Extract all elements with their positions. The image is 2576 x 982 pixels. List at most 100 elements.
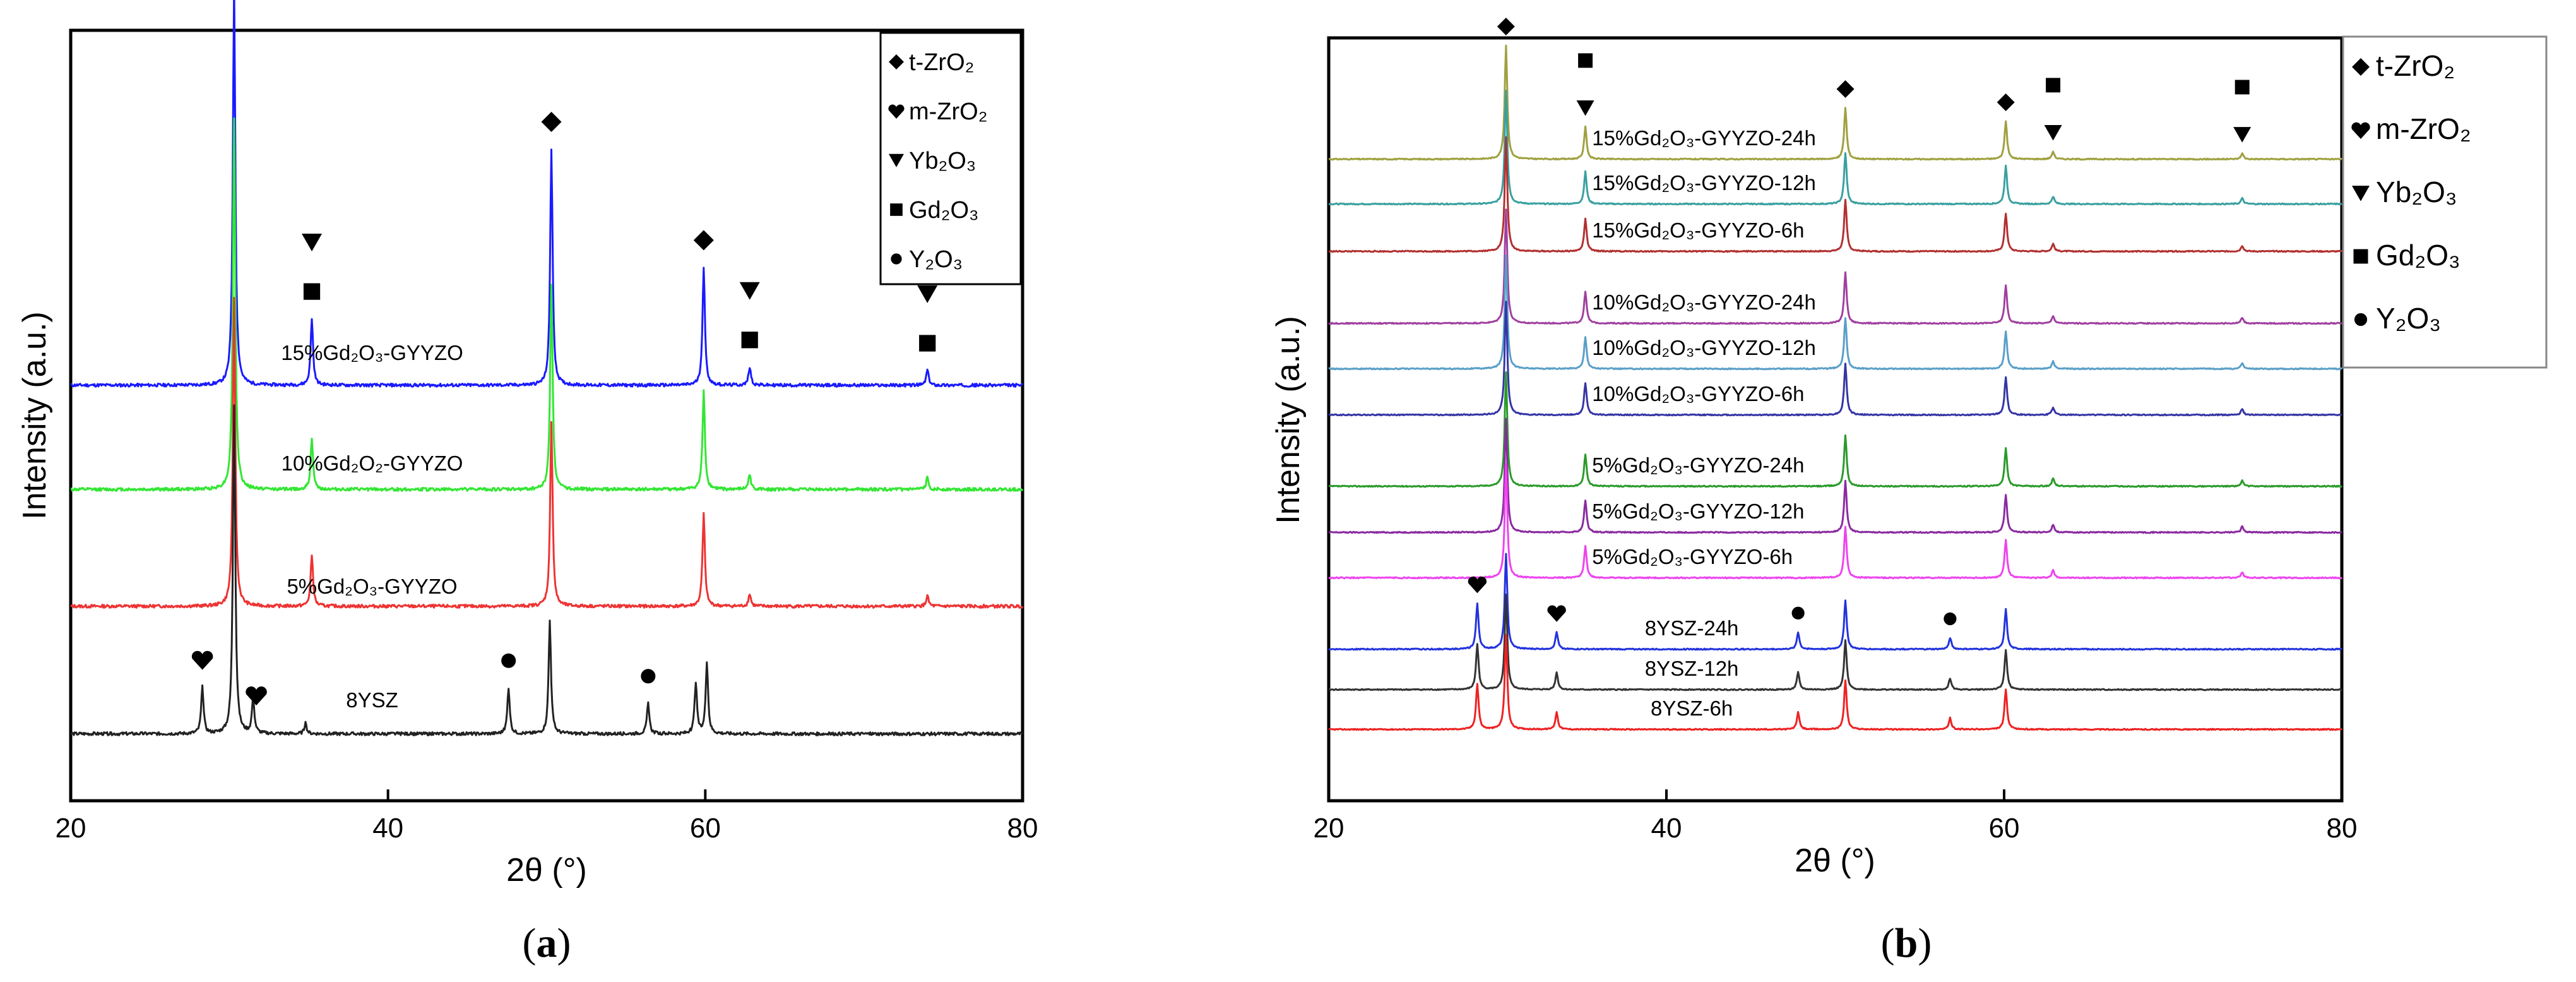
panel-b-peak-marker-triangle — [2233, 127, 2252, 143]
panel-b-series-trace — [1328, 301, 2342, 417]
panel-a-legend-entry: m-ZrO₂ — [909, 99, 987, 125]
panel-b-peak-marker-circle — [1944, 612, 1957, 625]
panel-b-legend-entry: t-ZrO₂ — [2376, 49, 2455, 82]
panel-a-peak-marker-square — [741, 332, 758, 349]
panel-b-legend-entry: m-ZrO₂ — [2376, 112, 2471, 145]
panel-b-peak-marker-heart — [1468, 577, 1487, 594]
panel-a-legend-marker-circle — [891, 253, 902, 265]
panel-b-series-labels: 15%Gd₂O₃-GYYZO-24h 15%Gd₂O₃-GYYZO-12h 15%G… — [1592, 126, 1816, 720]
panel-a-peak-marker-diamond — [541, 112, 562, 133]
panel-b-annotations — [1468, 17, 2252, 625]
panel-b-series-trace — [1328, 464, 2342, 580]
panel-a-peak-marker-triangle — [917, 285, 938, 303]
panel-b-peak-marker-triangle — [1576, 100, 1594, 116]
panel-a-legend: t-ZrO₂ m-ZrO₂ Yb₂O₃ Gd₂O₃ Y₂O₃ — [879, 32, 1022, 285]
panel-b-series-label: 8YSZ-12h — [1645, 657, 1739, 680]
panel-b-x-axis: 20 40 60 80 — [1314, 789, 2358, 844]
panel-b-peak-marker-square — [2046, 78, 2061, 93]
panel-a-x-tick-label: 80 — [1007, 813, 1038, 844]
panel-b-plot-frame — [1327, 36, 2344, 803]
panel-b-peak-marker-diamond — [1836, 80, 1855, 98]
panel-b-x-tick-label: 40 — [1651, 813, 1682, 844]
panel-a-annotations — [191, 112, 938, 705]
panel-a-peak-marker-triangle — [302, 234, 323, 252]
panel-b-peak-marker-square — [1578, 53, 1593, 68]
panel-a-legend-entry: Yb₂O₃ — [909, 148, 976, 174]
panel-a-series-label: 5%Gd₂O₃-GYYZO — [287, 575, 457, 598]
panel-a-series-group — [69, 0, 1024, 736]
panel-a-legend-marker-heart — [888, 104, 905, 119]
panel-b-caption-letter: b — [1895, 920, 1918, 966]
panel-a-plot-frame — [69, 28, 1024, 803]
panel-a-peak-marker-diamond — [693, 230, 714, 251]
panel-a-caption-letter: a — [537, 920, 557, 966]
panel-b-legend-marker-heart — [2351, 122, 2370, 139]
panel-b-legend-entry: Yb₂O₃ — [2376, 176, 2457, 208]
panel-b-series-label: 10%Gd₂O₃-GYYZO-24h — [1592, 290, 1816, 314]
panel-b-peak-marker-square — [2235, 80, 2250, 95]
panel-b-series-label: 15%Gd₂O₃-GYYZO-12h — [1592, 171, 1816, 195]
panel-b-series-label: 5%Gd₂O₃-GYYZO-24h — [1592, 453, 1804, 477]
panel-b-legend-box — [2342, 35, 2548, 369]
panel-a-peak-marker-square — [303, 283, 321, 300]
panel-b-series-label: 5%Gd₂O₃-GYYZO-12h — [1592, 500, 1804, 523]
panel-a-peak-marker-triangle — [739, 282, 760, 300]
panel-b-series-trace — [1328, 633, 2343, 731]
panel-a-legend-marker-triangle — [889, 153, 904, 167]
panel-a-legend-entry: Y₂O₃ — [909, 246, 963, 273]
panel-a-peak-marker-heart — [191, 650, 213, 670]
panel-b-legend-entry: Gd₂O₃ — [2376, 239, 2460, 272]
panel-b-x-axis-label: 2θ (°) — [1795, 842, 1875, 879]
panel-a-series-trace — [70, 117, 1024, 492]
panel-b-peak-marker-circle — [1791, 606, 1805, 620]
panel-b-x-tick-label: 80 — [2327, 813, 2358, 844]
panel-b-y-axis-label: Intensity (a.u.) — [1270, 316, 1307, 524]
panel-b-series-trace — [1328, 44, 2342, 161]
panel-a-series-label: 10%Gd₂O₂-GYYZO — [282, 452, 463, 475]
panel-a-x-tick-label: 60 — [690, 813, 721, 844]
panel-b-series-trace — [1328, 254, 2343, 371]
panel-b-legend-marker-circle — [2354, 313, 2368, 326]
panel-a-caption: (a) — [523, 920, 571, 966]
panel-b-series-trace — [1328, 417, 2342, 534]
panel-a-series-label: 8YSZ — [346, 688, 398, 712]
panel-b-x-tick-label: 60 — [1989, 813, 2020, 844]
panel-a-legend-entry: Gd₂O₃ — [909, 197, 978, 224]
panel-b-series-group — [1327, 44, 2343, 731]
panel-b-series-trace — [1328, 594, 2342, 692]
panel-b-series-label: 10%Gd₂O₃-GYYZO-12h — [1592, 336, 1816, 359]
panel-a-legend-marker-square — [890, 203, 903, 216]
panel-a-x-tick-label: 20 — [56, 813, 86, 844]
panel-a-legend-entry: t-ZrO₂ — [909, 49, 974, 76]
panel-a-series-trace — [69, 404, 1024, 736]
panel-b-peak-marker-diamond — [1497, 17, 1515, 35]
panel-b-series-label: 8YSZ-6h — [1651, 697, 1733, 720]
panel-a-legend-box — [879, 32, 1022, 285]
panel-a-series-trace — [70, 297, 1024, 609]
panel-b-chart: 15%Gd₂O₃-GYYZO-24h 15%Gd₂O₃-GYYZO-12h 15%G… — [1270, 17, 2548, 966]
panel-a-series-trace — [69, 0, 1024, 388]
panel-b-series-label: 15%Gd₂O₃-GYYZO-6h — [1592, 219, 1804, 242]
panel-b-peak-marker-diamond — [1997, 93, 2015, 111]
panel-a-series-labels: 15%Gd₂O₃-GYYZO 10%Gd₂O₂-GYYZO 5%Gd₂O₃-GYYZ… — [281, 341, 463, 712]
panel-b-series-trace — [1328, 90, 2342, 206]
panel-a-x-axis: 20 40 60 80 — [56, 789, 1038, 844]
panel-b-legend-marker-diamond — [2352, 58, 2370, 76]
panel-a-legend-marker-diamond — [889, 54, 904, 69]
panel-b-series-trace — [1328, 208, 2342, 325]
panel-b-legend-entry: Y₂O₃ — [2376, 302, 2441, 335]
panel-b-series-label: 5%Gd₂O₃-GYYZO-6h — [1592, 545, 1793, 568]
panel-a-series-label: 15%Gd₂O₃-GYYZO — [281, 341, 463, 364]
panel-b-series-trace — [1327, 553, 2342, 651]
panel-a-peak-marker-square — [919, 335, 936, 352]
panel-b-peak-marker-triangle — [2044, 124, 2062, 141]
panel-b-series-label: 8YSZ-24h — [1645, 616, 1739, 640]
panel-a-y-axis-label: Intensity (a.u.) — [16, 311, 53, 519]
panel-a-x-axis-label: 2θ (°) — [506, 852, 587, 889]
panel-b-series-label: 10%Gd₂O₃-GYYZO-6h — [1592, 382, 1804, 405]
panel-b-peak-marker-heart — [1547, 605, 1566, 622]
panel-a-x-tick-label: 40 — [372, 813, 403, 844]
panel-a-peak-marker-circle — [501, 653, 516, 668]
panel-b-series-trace — [1328, 136, 2343, 253]
